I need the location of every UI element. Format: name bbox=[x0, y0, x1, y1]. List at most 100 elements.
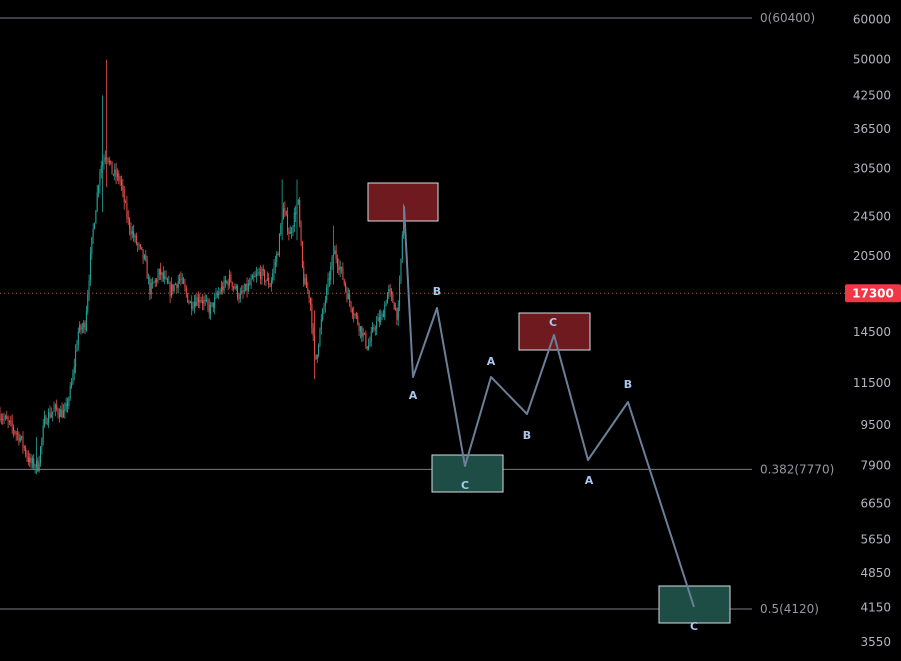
candle-body bbox=[154, 279, 156, 283]
candle-body bbox=[354, 314, 356, 316]
candle bbox=[145, 249, 147, 262]
candle-body bbox=[260, 271, 262, 280]
price-axis[interactable]: 60000 50000 42500 36500 30500 24500 20500 14500… bbox=[845, 12, 901, 649]
resistance-zone-1 bbox=[518, 312, 591, 351]
candle bbox=[273, 258, 275, 281]
y-tick-label: 4850 bbox=[860, 566, 891, 580]
current-price-tag bbox=[845, 284, 901, 303]
candle-body bbox=[58, 414, 60, 417]
candle bbox=[72, 369, 74, 386]
candle bbox=[184, 278, 186, 292]
candle-body bbox=[96, 192, 98, 211]
candle-body bbox=[134, 235, 136, 238]
candle-body bbox=[396, 307, 398, 320]
candle bbox=[157, 268, 159, 284]
candle bbox=[370, 326, 372, 347]
candle-body bbox=[264, 271, 266, 282]
candle-body bbox=[207, 300, 209, 305]
candle-body bbox=[85, 311, 87, 330]
candle bbox=[40, 446, 41, 467]
candle-body bbox=[15, 433, 17, 434]
candle-body bbox=[272, 272, 274, 281]
candle bbox=[165, 270, 167, 281]
candle bbox=[312, 322, 314, 341]
candle-body bbox=[195, 301, 197, 306]
candle-body bbox=[218, 292, 220, 296]
candle bbox=[338, 258, 340, 276]
candle-body bbox=[157, 274, 159, 282]
candle bbox=[373, 323, 375, 332]
candle bbox=[96, 185, 98, 213]
candle bbox=[224, 275, 226, 288]
candle-body bbox=[289, 231, 291, 234]
candle bbox=[250, 274, 252, 289]
candle bbox=[79, 321, 81, 334]
candle bbox=[199, 293, 201, 309]
candle-body bbox=[403, 208, 405, 236]
candle bbox=[48, 408, 50, 428]
candle bbox=[382, 309, 384, 318]
candle-body bbox=[274, 262, 276, 266]
candle-body bbox=[75, 350, 77, 367]
candle-body bbox=[262, 269, 264, 272]
candle bbox=[200, 296, 202, 304]
candle bbox=[388, 284, 390, 300]
candle-body bbox=[48, 412, 50, 423]
candle-body bbox=[247, 283, 249, 291]
candle bbox=[385, 299, 387, 307]
candle-body bbox=[57, 409, 59, 415]
candle bbox=[264, 269, 266, 286]
candle-body bbox=[235, 285, 237, 289]
candle-body bbox=[372, 327, 374, 332]
candle-body bbox=[257, 272, 259, 275]
candle bbox=[265, 280, 267, 287]
candle bbox=[242, 284, 244, 299]
candle-body bbox=[92, 228, 94, 238]
candle-body bbox=[146, 260, 148, 279]
candle bbox=[30, 453, 32, 469]
candle bbox=[393, 301, 395, 310]
candle-body bbox=[353, 313, 355, 316]
candle-body bbox=[332, 254, 334, 257]
candle-body bbox=[295, 212, 297, 215]
candle bbox=[208, 298, 210, 319]
candle bbox=[164, 270, 166, 285]
candle-body bbox=[22, 436, 24, 447]
candle bbox=[161, 271, 163, 283]
candle bbox=[149, 275, 151, 300]
candle-body bbox=[227, 281, 229, 286]
candle bbox=[206, 294, 208, 303]
candle bbox=[300, 220, 302, 246]
candle-body bbox=[366, 346, 368, 350]
candle-body bbox=[187, 293, 189, 303]
candle-body bbox=[285, 211, 287, 215]
candle-body bbox=[115, 169, 117, 177]
candle-body bbox=[49, 412, 51, 418]
candle bbox=[0, 413, 2, 425]
candle bbox=[233, 285, 235, 292]
candle-body bbox=[276, 254, 278, 263]
candle-body bbox=[278, 233, 280, 256]
candle bbox=[141, 247, 143, 251]
candle bbox=[156, 278, 158, 287]
candle bbox=[342, 262, 344, 281]
candle bbox=[270, 277, 272, 292]
candle-body bbox=[400, 259, 402, 282]
candle-body bbox=[199, 300, 201, 303]
candle-body bbox=[211, 302, 213, 306]
candle-body bbox=[307, 287, 309, 291]
candle bbox=[334, 245, 336, 255]
candle-body bbox=[231, 281, 233, 287]
candle bbox=[131, 225, 133, 239]
candle bbox=[384, 301, 386, 321]
candle-body bbox=[338, 265, 340, 270]
candle bbox=[183, 277, 185, 285]
candle bbox=[18, 431, 20, 446]
candle bbox=[100, 160, 102, 179]
candle-body bbox=[320, 319, 322, 330]
candle bbox=[374, 325, 376, 336]
candle bbox=[54, 403, 56, 417]
wave-label-a-0: A bbox=[409, 389, 418, 402]
candle bbox=[341, 266, 343, 274]
